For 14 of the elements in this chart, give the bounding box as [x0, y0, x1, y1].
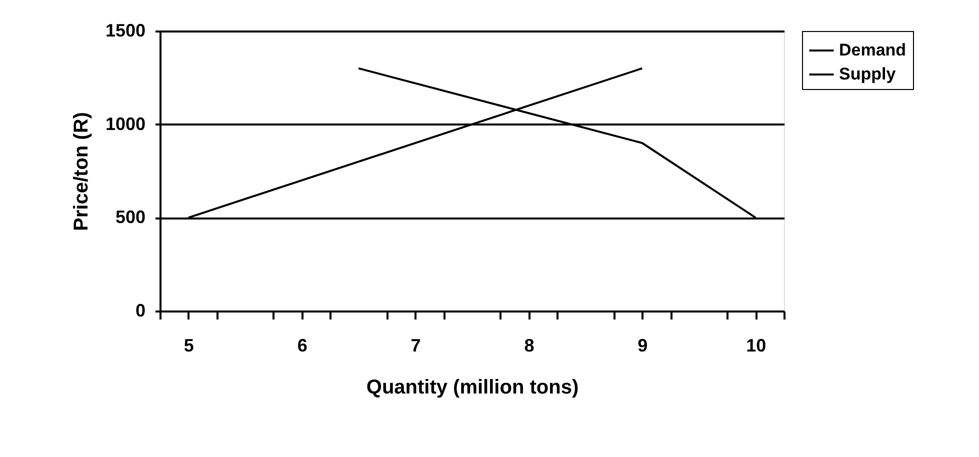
x-tick-label: 6 [297, 336, 308, 356]
y-tick-label: 0 [135, 300, 146, 320]
x-tick-label: 5 [184, 336, 194, 356]
x-tick-label: 7 [410, 336, 421, 356]
y-tick-label: 1000 [105, 114, 146, 134]
x-tick-label: 9 [638, 336, 648, 356]
y-tick-label: 1500 [105, 20, 146, 40]
x-tick-label: 10 [746, 336, 766, 356]
legend-label: Supply [839, 64, 896, 84]
x-tick-label: 8 [524, 336, 534, 356]
y-tick-label: 500 [115, 207, 146, 228]
y-axis-title: Price/ton (R) [70, 112, 92, 231]
legend-label: Demand [839, 40, 906, 60]
x-axis-title: Quantity (million tons) [366, 376, 579, 398]
